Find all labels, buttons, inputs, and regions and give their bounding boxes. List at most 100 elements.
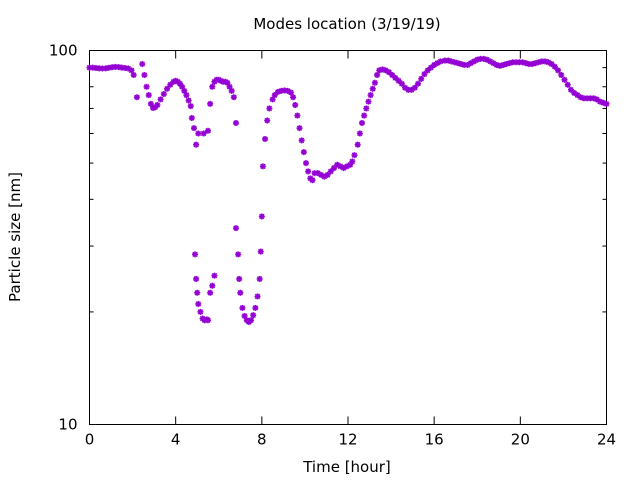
data-point bbox=[558, 71, 565, 78]
plot-frame bbox=[89, 50, 607, 425]
data-point bbox=[287, 89, 294, 96]
data-point bbox=[359, 119, 366, 126]
data-point bbox=[230, 94, 237, 101]
data-point bbox=[187, 103, 194, 110]
data-point bbox=[296, 125, 303, 132]
data-markers bbox=[86, 55, 610, 325]
data-point bbox=[309, 177, 316, 184]
data-point bbox=[256, 275, 263, 282]
data-point bbox=[209, 83, 216, 90]
data-point bbox=[298, 137, 305, 144]
data-point bbox=[356, 130, 363, 137]
x-axis-label: Time [hour] bbox=[302, 458, 391, 476]
data-point bbox=[197, 308, 204, 315]
data-point bbox=[434, 60, 441, 67]
data-point bbox=[207, 289, 214, 296]
data-point bbox=[349, 158, 356, 165]
x-tick-label: 4 bbox=[171, 431, 181, 449]
x-tick-label: 0 bbox=[85, 431, 95, 449]
data-point bbox=[367, 92, 374, 99]
x-tick-label: 16 bbox=[425, 431, 444, 449]
data-point bbox=[194, 289, 201, 296]
data-point bbox=[300, 149, 307, 156]
data-point bbox=[130, 71, 137, 78]
data-point bbox=[211, 272, 218, 279]
data-point bbox=[258, 213, 265, 220]
data-point bbox=[237, 289, 244, 296]
data-point bbox=[190, 125, 197, 132]
data-point bbox=[603, 100, 610, 107]
data-point bbox=[236, 275, 243, 282]
data-point bbox=[232, 225, 239, 232]
data-point bbox=[128, 67, 135, 74]
data-point bbox=[361, 112, 368, 119]
data-point bbox=[183, 92, 190, 99]
x-axis-ticks: 0 4 8 12 16 20 24 bbox=[85, 50, 616, 449]
data-point bbox=[252, 304, 259, 311]
data-point bbox=[266, 105, 273, 112]
data-point bbox=[254, 293, 261, 300]
data-point bbox=[145, 92, 152, 99]
data-point bbox=[235, 251, 242, 258]
data-point bbox=[204, 127, 211, 134]
data-point bbox=[139, 61, 146, 68]
y-tick-label: 10 bbox=[58, 416, 77, 434]
data-point bbox=[415, 80, 422, 87]
data-point bbox=[141, 71, 148, 78]
data-point bbox=[209, 282, 216, 289]
data-point bbox=[374, 71, 381, 78]
data-point bbox=[292, 101, 299, 108]
data-point bbox=[369, 85, 376, 92]
data-point bbox=[193, 275, 200, 282]
data-point bbox=[133, 94, 140, 101]
y-axis-ticks: 10 100 bbox=[49, 42, 607, 434]
data-point bbox=[207, 100, 214, 107]
data-point bbox=[154, 101, 161, 108]
data-point bbox=[185, 97, 192, 104]
y-axis-label: Particle size [nm] bbox=[6, 172, 24, 302]
data-point bbox=[143, 83, 150, 90]
x-tick-label: 20 bbox=[511, 431, 530, 449]
data-point bbox=[354, 141, 361, 148]
data-point bbox=[351, 152, 358, 159]
data-point bbox=[188, 114, 195, 121]
data-point bbox=[250, 312, 257, 319]
data-point bbox=[248, 317, 255, 324]
data-point bbox=[193, 141, 200, 148]
data-point bbox=[200, 130, 207, 137]
data-point bbox=[561, 76, 568, 83]
data-point bbox=[555, 67, 562, 74]
x-tick-label: 8 bbox=[257, 431, 267, 449]
data-point bbox=[418, 75, 425, 82]
data-point bbox=[427, 64, 434, 71]
data-point bbox=[564, 81, 571, 88]
data-point bbox=[239, 304, 246, 311]
data-point bbox=[264, 117, 271, 124]
data-point bbox=[305, 168, 312, 175]
plot-area bbox=[89, 50, 607, 425]
data-point bbox=[259, 163, 266, 170]
chart-title: Modes location (3/19/19) bbox=[253, 15, 440, 33]
data-point bbox=[262, 135, 269, 142]
data-point bbox=[195, 300, 202, 307]
data-point bbox=[232, 119, 239, 126]
data-point bbox=[195, 130, 202, 137]
data-point bbox=[567, 86, 574, 93]
data-point bbox=[371, 79, 378, 86]
x-tick-label: 12 bbox=[338, 431, 357, 449]
data-point bbox=[363, 105, 370, 112]
data-point bbox=[302, 160, 309, 167]
data-point bbox=[382, 67, 389, 74]
y-tick-label: 100 bbox=[49, 42, 78, 60]
data-point bbox=[204, 317, 211, 324]
data-point bbox=[192, 251, 199, 258]
x-tick-label: 24 bbox=[597, 431, 616, 449]
data-point bbox=[160, 91, 167, 98]
data-point bbox=[228, 87, 235, 94]
data-point bbox=[294, 112, 301, 119]
data-point bbox=[257, 248, 264, 255]
data-point bbox=[157, 96, 164, 103]
data-point bbox=[290, 94, 297, 101]
data-point bbox=[365, 98, 372, 105]
